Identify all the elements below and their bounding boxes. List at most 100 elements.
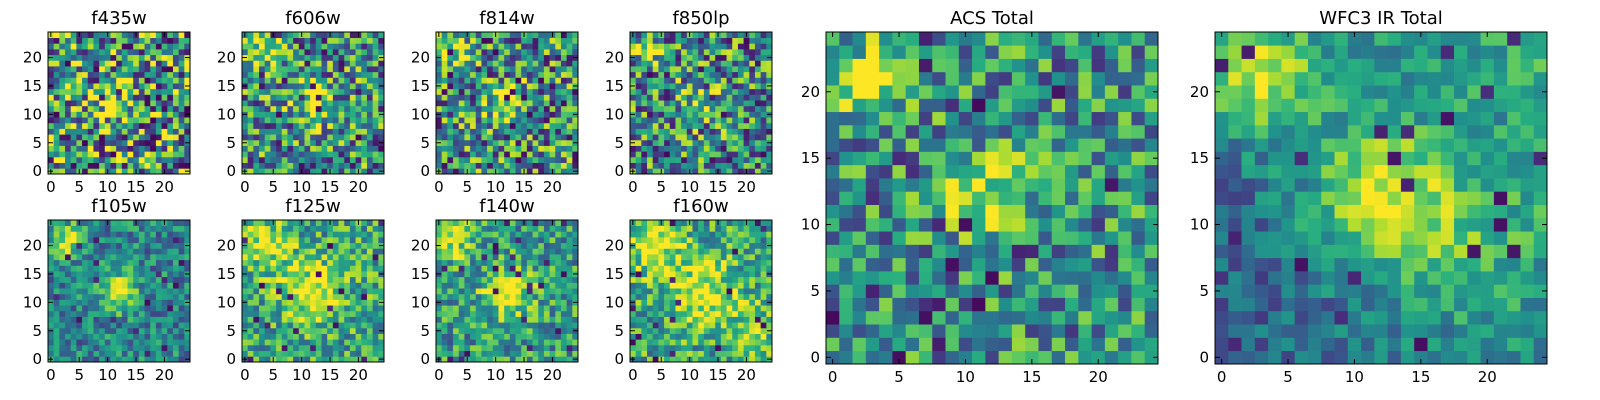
- heatmap-cell: [138, 356, 145, 363]
- heatmap-cell: [48, 71, 55, 78]
- heatmap-cell: [349, 168, 356, 175]
- heatmap-cell: [366, 139, 373, 146]
- heatmap-cell: [492, 316, 499, 323]
- heatmap-cell: [635, 43, 642, 50]
- heatmap-cell: [635, 276, 642, 283]
- heatmap-cell: [681, 344, 688, 351]
- heatmap-cell: [344, 293, 351, 300]
- heatmap-cell: [441, 105, 448, 112]
- heatmap-cell: [355, 111, 362, 118]
- heatmap-cell: [647, 356, 654, 363]
- heatmap-cell: [65, 288, 72, 295]
- heatmap-cell: [127, 225, 134, 232]
- heatmap-cell: [464, 139, 471, 146]
- heatmap-cell: [87, 94, 94, 101]
- heatmap-cell: [630, 293, 637, 300]
- heatmap-cell: [453, 339, 460, 346]
- heatmap-cell: [447, 220, 454, 227]
- heatmap-cell: [635, 60, 642, 67]
- heatmap-cell: [464, 71, 471, 78]
- heatmap-cell: [344, 88, 351, 95]
- heatmap-cell: [487, 316, 494, 323]
- heatmap-cell: [669, 339, 676, 346]
- heatmap-cell: [372, 225, 379, 232]
- heatmap-cell: [487, 305, 494, 312]
- heatmap-cell: [59, 88, 66, 95]
- heatmap-cell: [116, 220, 123, 227]
- heatmap-cell: [53, 322, 60, 329]
- heatmap-cell: [110, 310, 117, 317]
- heatmap-cell: [315, 339, 322, 346]
- heatmap-cell: [543, 254, 550, 261]
- heatmap-cell: [99, 288, 106, 295]
- heatmap-cell: [127, 248, 134, 255]
- heatmap-cell: [543, 77, 550, 84]
- heatmap-cell: [53, 122, 60, 129]
- heatmap-cell: [264, 156, 271, 163]
- heatmap-cell: [298, 145, 305, 152]
- heatmap-cell: [304, 265, 311, 272]
- heatmap-cell: [253, 282, 260, 289]
- heatmap-cell: [698, 60, 705, 67]
- heatmap-cell: [361, 276, 368, 283]
- heatmap-cell: [53, 94, 60, 101]
- heatmap-cell: [315, 88, 322, 95]
- heatmap-cell: [178, 242, 185, 249]
- heatmap-cell: [321, 339, 328, 346]
- heatmap-cell: [652, 327, 659, 334]
- heatmap-cell: [48, 305, 55, 312]
- heatmap-cell: [447, 83, 454, 90]
- heatmap-cell: [361, 122, 368, 129]
- heatmap-cell: [572, 94, 579, 101]
- heatmap-cell: [720, 128, 727, 135]
- heatmap-cell: [470, 156, 477, 163]
- heatmap-cell: [99, 117, 106, 124]
- heatmap-cell: [155, 350, 162, 357]
- heatmap-cell: [504, 231, 511, 238]
- panel-title: f125w: [285, 196, 340, 217]
- heatmap-cell: [104, 344, 111, 351]
- heatmap-cell: [470, 145, 477, 152]
- heatmap-cell: [641, 128, 648, 135]
- heatmap-cell: [441, 248, 448, 255]
- heatmap-cell: [681, 168, 688, 175]
- heatmap-cell: [372, 248, 379, 255]
- heatmap-cell: [76, 310, 83, 317]
- heatmap-cell: [150, 344, 157, 351]
- heatmap-cell: [515, 37, 522, 44]
- heatmap-cell: [652, 282, 659, 289]
- heatmap-cell: [144, 66, 151, 73]
- heatmap-cell: [572, 60, 579, 67]
- heatmap-cell: [178, 43, 185, 50]
- heatmap-cell: [276, 248, 283, 255]
- heatmap-cell: [70, 77, 77, 84]
- heatmap-cell: [669, 151, 676, 158]
- heatmap-cell: [264, 254, 271, 261]
- heatmap-cell: [560, 259, 567, 266]
- heatmap-cell: [361, 316, 368, 323]
- heatmap-cell: [743, 156, 750, 163]
- heatmap-cell: [59, 117, 66, 124]
- heatmap-cell: [287, 231, 294, 238]
- heatmap-cell: [504, 117, 511, 124]
- heatmap-cell: [526, 282, 533, 289]
- heatmap-cell: [121, 225, 128, 232]
- heatmap-cell: [475, 77, 482, 84]
- x-tick-label: 5: [656, 178, 666, 196]
- heatmap-cell: [543, 271, 550, 278]
- heatmap-cell: [760, 139, 767, 146]
- heatmap-cell: [110, 242, 117, 249]
- heatmap-cell: [630, 88, 637, 95]
- heatmap-cell: [543, 117, 550, 124]
- heatmap-cell: [281, 128, 288, 135]
- heatmap-cell: [167, 276, 174, 283]
- heatmap-cell: [178, 265, 185, 272]
- heatmap-cell: [453, 77, 460, 84]
- heatmap-cell: [321, 60, 328, 67]
- heatmap-cell: [555, 117, 562, 124]
- heatmap-cell: [692, 299, 699, 306]
- heatmap-cell: [754, 71, 761, 78]
- heatmap-cell: [754, 88, 761, 95]
- heatmap-cell: [76, 60, 83, 67]
- heatmap-cell: [549, 111, 556, 118]
